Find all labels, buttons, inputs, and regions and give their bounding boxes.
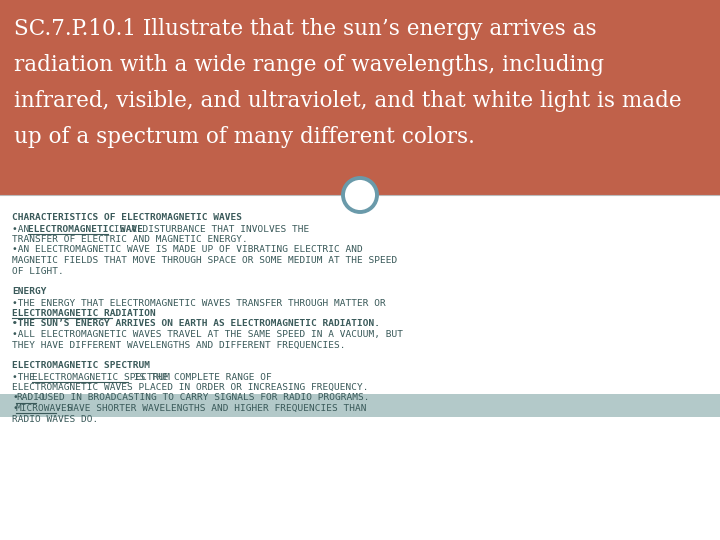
Text: infrared, visible, and ultraviolet, and that white light is made: infrared, visible, and ultraviolet, and … [14,90,682,112]
Text: •THE: •THE [12,373,41,381]
Text: .: . [112,309,118,318]
Text: IS A DISTURBANCE THAT INVOLVES THE: IS A DISTURBANCE THAT INVOLVES THE [108,225,310,233]
Text: •AN: •AN [12,225,35,233]
Text: •: • [12,404,18,413]
Text: up of a spectrum of many different colors.: up of a spectrum of many different color… [14,126,475,148]
Circle shape [343,178,377,212]
Text: ELECTROMAGNETIC SPECTRUM: ELECTROMAGNETIC SPECTRUM [32,373,170,381]
Text: ELECTROMAGNETIC WAVE: ELECTROMAGNETIC WAVE [28,225,143,233]
Text: MAGNETIC FIELDS THAT MOVE THROUGH SPACE OR SOME MEDIUM AT THE SPEED: MAGNETIC FIELDS THAT MOVE THROUGH SPACE … [12,256,397,265]
Text: ELECTROMAGNETIC SPECTRUM: ELECTROMAGNETIC SPECTRUM [12,361,150,370]
Text: THEY HAVE DIFFERENT WAVELENGTHS AND DIFFERENT FREQUENCIES.: THEY HAVE DIFFERENT WAVELENGTHS AND DIFF… [12,341,346,349]
Text: RADIO WAVES DO.: RADIO WAVES DO. [12,415,98,423]
Text: •ALL ELECTROMAGNETIC WAVES TRAVEL AT THE SAME SPEED IN A VACUUM, BUT: •ALL ELECTROMAGNETIC WAVES TRAVEL AT THE… [12,330,403,339]
Text: ELECTROMAGNETIC RADIATION: ELECTROMAGNETIC RADIATION [12,309,156,318]
Text: •: • [12,394,18,402]
Text: •AN ELECTROMAGNETIC WAVE IS MADE UP OF VIBRATING ELECTRIC AND: •AN ELECTROMAGNETIC WAVE IS MADE UP OF V… [12,246,363,254]
Text: TRANSFER OF ELECTRIC AND MAGNETIC ENERGY.: TRANSFER OF ELECTRIC AND MAGNETIC ENERGY… [12,235,248,244]
Text: -USED IN BROADCASTING TO CARRY SIGNALS FOR RADIO PROGRAMS.: -USED IN BROADCASTING TO CARRY SIGNALS F… [36,394,369,402]
Text: - HAVE SHORTER WAVELENGTHS AND HIGHER FREQUENCIES THAN: - HAVE SHORTER WAVELENGTHS AND HIGHER FR… [56,404,366,413]
Text: •THE SUN’S ENERGY ARRIVES ON EARTH AS ELECTROMAGNETIC RADIATION.: •THE SUN’S ENERGY ARRIVES ON EARTH AS EL… [12,320,380,328]
Bar [0,394,720,416]
Text: •THE ENERGY THAT ELECTROMAGNETIC WAVES TRANSFER THROUGH MATTER OR: •THE ENERGY THAT ELECTROMAGNETIC WAVES T… [12,299,386,307]
Text: SC.7.P.10.1 Illustrate that the sun’s energy arrives as: SC.7.P.10.1 Illustrate that the sun’s en… [14,18,597,40]
Text: ENERGY: ENERGY [12,287,47,296]
Text: CHARACTERISTICS OF ELECTROMAGNETIC WAVES: CHARACTERISTICS OF ELECTROMAGNETIC WAVES [12,213,242,222]
Text: MICROWAVES: MICROWAVES [16,404,73,413]
Bar [0,0,720,195]
Text: ELECTROMAGNETIC WAVES PLACED IN ORDER OR INCREASING FREQUENCY.: ELECTROMAGNETIC WAVES PLACED IN ORDER OR… [12,383,369,392]
Text: IS THE COMPLETE RANGE OF: IS THE COMPLETE RANGE OF [128,373,272,381]
Text: radiation with a wide range of wavelengths, including: radiation with a wide range of wavelengt… [14,54,604,76]
Text: RADIO: RADIO [16,394,45,402]
Text: OF LIGHT.: OF LIGHT. [12,267,64,275]
